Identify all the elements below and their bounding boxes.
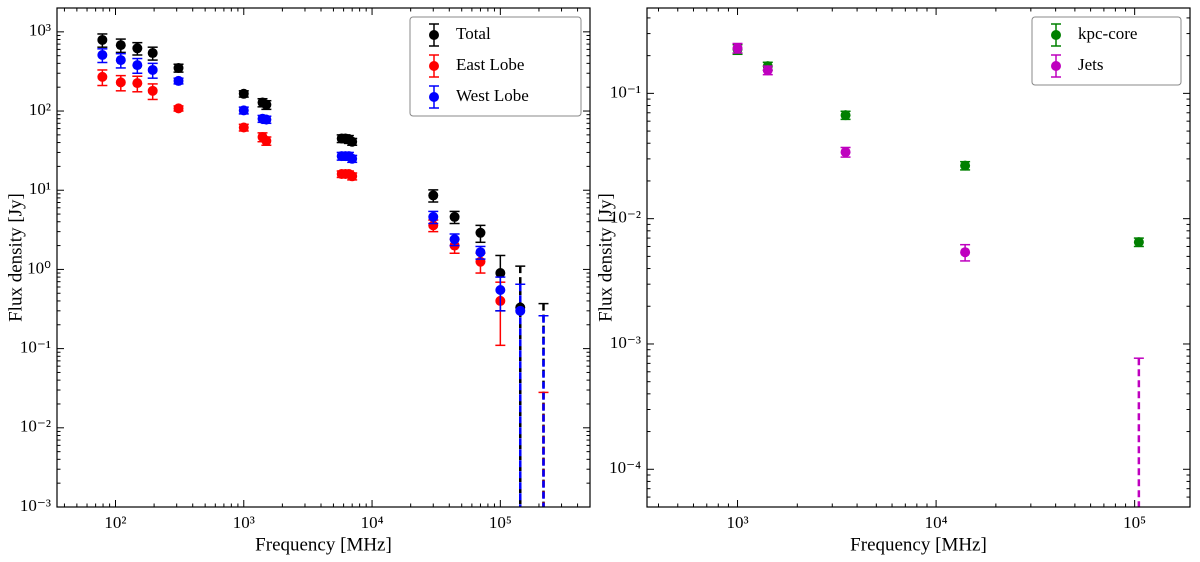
marker [960, 247, 971, 258]
y-tick-label: 10² [29, 100, 51, 119]
data-layer [732, 42, 1144, 507]
legend-label: West Lobe [456, 86, 529, 105]
legend-label: Total [456, 24, 491, 43]
x-tick-label: 10² [104, 513, 126, 532]
marker [475, 247, 486, 258]
marker [97, 71, 108, 82]
legend-marker [1051, 30, 1061, 40]
legend-marker [429, 92, 439, 102]
marker [347, 136, 358, 147]
marker [173, 103, 184, 114]
marker [515, 305, 526, 316]
legend-label: Jets [1078, 55, 1104, 74]
x-tick-label: 10⁴ [361, 513, 384, 532]
marker [238, 122, 249, 133]
marker [960, 160, 971, 171]
marker [762, 65, 773, 76]
marker [115, 55, 126, 66]
y-tick-label: 10⁻¹ [20, 338, 51, 357]
x-tick-label: 10³ [233, 513, 255, 532]
marker [97, 49, 108, 60]
marker [347, 171, 358, 182]
x-axis-label: Frequency [MHz] [255, 534, 392, 555]
marker [1133, 237, 1144, 248]
legend-marker [1051, 61, 1061, 71]
marker [147, 48, 158, 59]
legend-marker [429, 30, 439, 40]
marker [173, 75, 184, 86]
y-tick-label: 10⁻² [20, 417, 51, 436]
marker [840, 110, 851, 121]
marker [347, 153, 358, 164]
y-axis-label: Flux density [Jy] [5, 193, 26, 322]
marker [173, 62, 184, 73]
legend-box [409, 16, 582, 117]
panel: 10³ 10⁴ 10⁵ 10⁻⁴ 10⁻³ 10⁻² 10⁻¹ Frequency [MHz]… [595, 7, 1191, 555]
marker [147, 85, 158, 96]
marker [115, 40, 126, 51]
marker [115, 77, 126, 88]
marker [238, 105, 249, 116]
y-tick-label: 10¹ [29, 179, 51, 198]
marker [97, 34, 108, 45]
marker [449, 234, 460, 245]
marker [428, 190, 439, 201]
y-tick-label: 10⁻⁴ [609, 458, 641, 477]
plot-frame [56, 7, 591, 508]
marker [261, 99, 272, 110]
marker [238, 88, 249, 99]
y-tick-label: 10⁻¹ [610, 82, 641, 101]
marker [732, 43, 743, 54]
y-tick-label: 10⁻² [610, 208, 641, 227]
panel: 10² 10³ 10⁴ 10⁵10⁻³10⁻²10⁻¹10⁰10¹10²10³Freq… [5, 7, 591, 555]
marker [132, 78, 143, 89]
marker [495, 268, 506, 279]
x-tick-label: 10⁴ [925, 513, 948, 532]
marker [132, 60, 143, 71]
x-tick-label: 10⁵ [1123, 513, 1146, 532]
y-tick-label: 10⁰ [27, 258, 51, 277]
y-tick-label: 10³ [29, 21, 51, 40]
x-tick-label: 10⁵ [489, 513, 512, 532]
marker [147, 64, 158, 75]
y-tick-label: 10⁻³ [610, 333, 641, 352]
marker [475, 227, 486, 238]
marker [132, 43, 143, 54]
data-layer [97, 33, 549, 507]
legend-label: East Lobe [456, 55, 524, 74]
x-tick-label: 10³ [726, 513, 748, 532]
legend-marker [429, 61, 439, 71]
y-axis-label: Flux density [Jy] [595, 193, 616, 322]
marker [261, 114, 272, 125]
marker [428, 211, 439, 222]
marker [449, 211, 460, 222]
legend-label: kpc-core [1078, 24, 1137, 43]
marker [261, 135, 272, 146]
legend-box [1031, 16, 1182, 86]
marker [495, 284, 506, 295]
x-axis-label: Frequency [MHz] [850, 534, 987, 555]
plot-frame [646, 7, 1191, 508]
y-tick-label: 10⁻³ [20, 496, 51, 515]
marker [840, 147, 851, 158]
